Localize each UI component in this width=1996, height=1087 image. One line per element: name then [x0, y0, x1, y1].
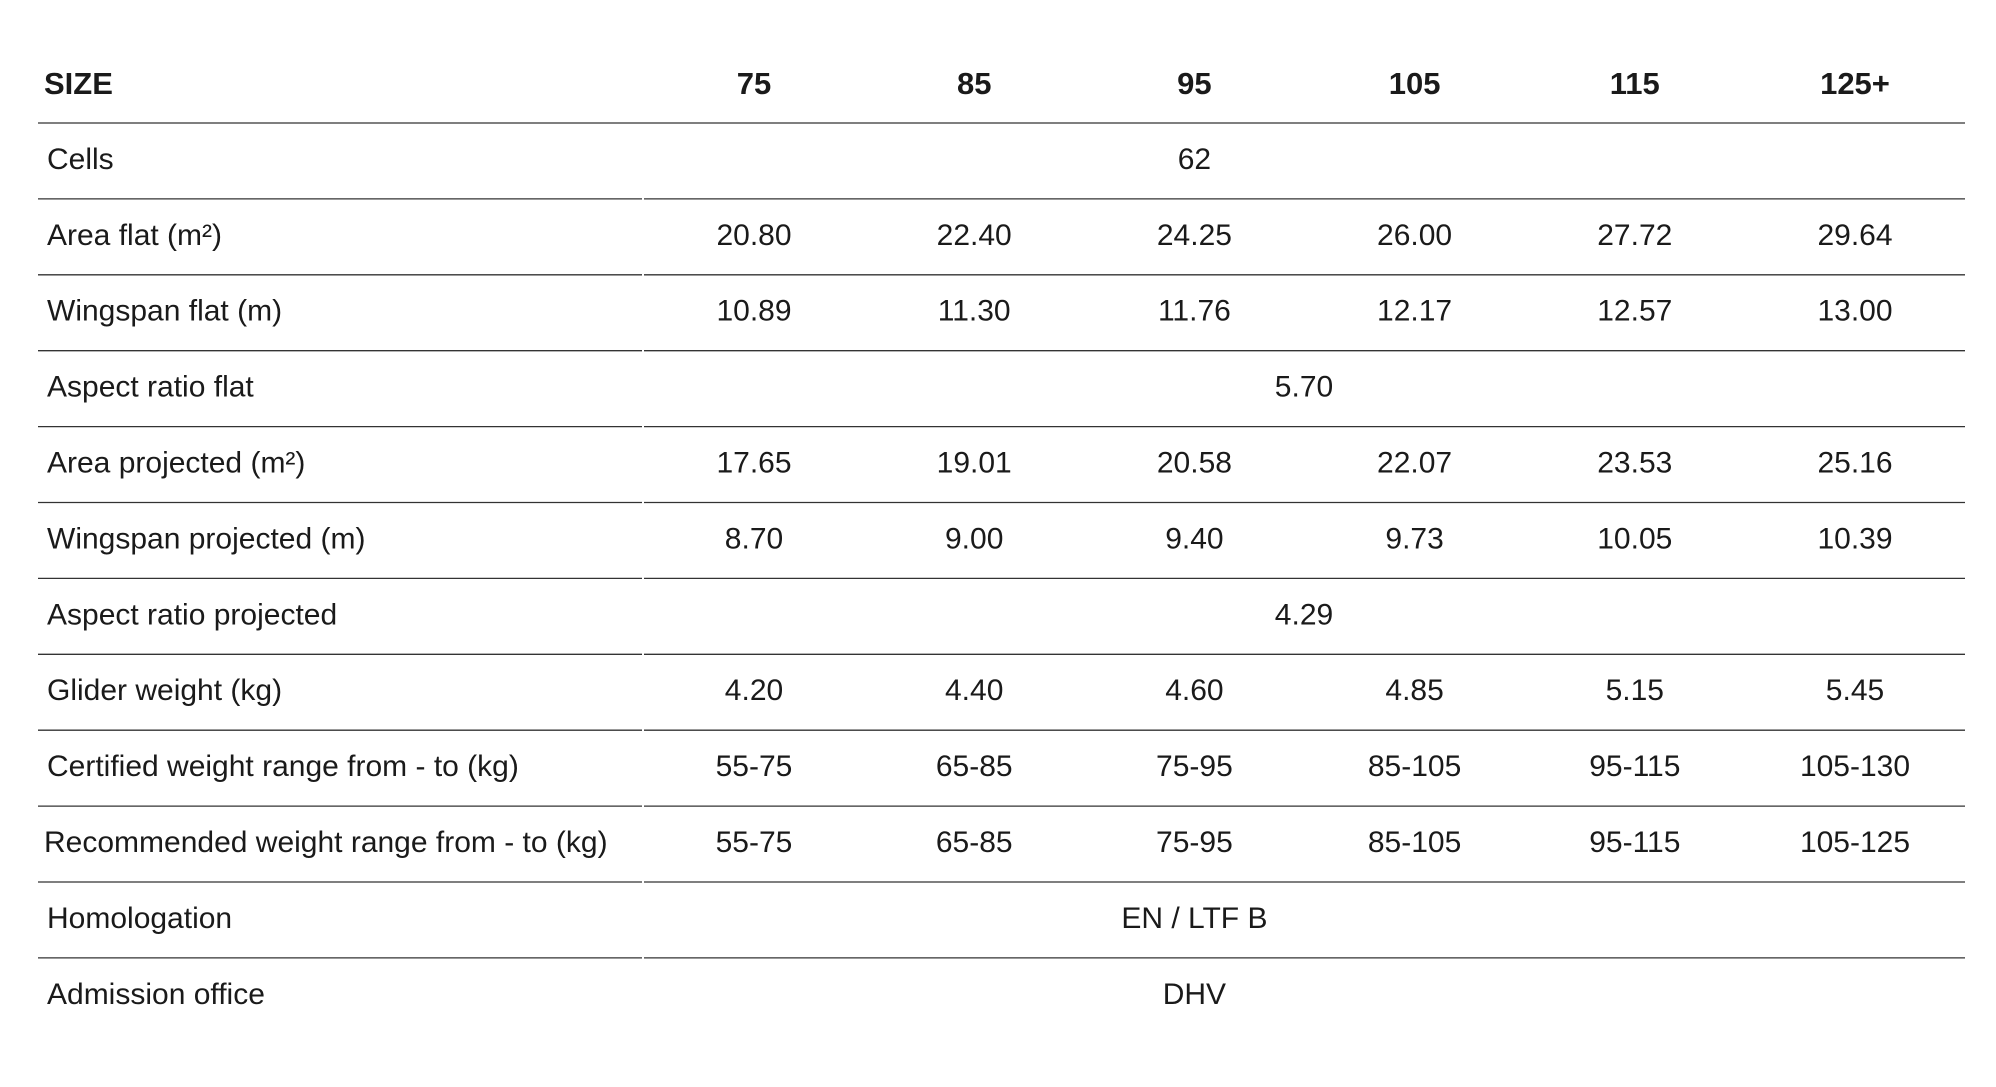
cell-value: 95-115	[1589, 750, 1680, 783]
row-label: Wingspan projected (m)	[47, 522, 365, 555]
cell-value: 11.30	[938, 295, 1011, 328]
cell-value: 10.89	[716, 295, 791, 328]
cell-value: 62	[1178, 143, 1211, 176]
header-size: 125+	[1820, 66, 1890, 101]
cell-value: 75-95	[1156, 750, 1233, 783]
cell-value: 9.00	[945, 522, 1003, 555]
row-label: Admission office	[47, 978, 265, 1011]
cell-value: 75-95	[1156, 826, 1233, 859]
cell-value: 17.65	[716, 446, 791, 479]
cell-value: 23.53	[1597, 446, 1672, 479]
cell-value: 24.25	[1157, 219, 1232, 252]
cell-value: 4.85	[1385, 674, 1443, 707]
header-size: 85	[957, 66, 991, 101]
row-label: Area flat (m²)	[47, 219, 222, 252]
cell-value: 10.05	[1597, 522, 1672, 555]
row-label: Certified weight range from - to (kg)	[47, 750, 519, 783]
cell-value: 9.73	[1385, 522, 1443, 555]
cell-value: 11.76	[1158, 295, 1231, 328]
cell-value: 8.70	[725, 522, 783, 555]
cell-value: 20.80	[716, 219, 791, 252]
cell-value: 5.70	[1275, 371, 1333, 404]
cell-value: 25.16	[1817, 446, 1892, 479]
header-size: 75	[737, 66, 771, 101]
cell-value: 85-105	[1368, 750, 1461, 783]
cell-value: 4.60	[1165, 674, 1223, 707]
cell-value: 27.72	[1597, 219, 1672, 252]
cell-value: 65-85	[936, 826, 1013, 859]
cell-value: 4.20	[725, 674, 783, 707]
cell-value: 65-85	[936, 750, 1013, 783]
cell-value: 22.07	[1377, 446, 1452, 479]
cell-value: EN / LTF B	[1121, 902, 1267, 935]
row-label: Aspect ratio projected	[47, 598, 337, 631]
row-label: Recommended weight range from - to (kg)	[44, 826, 608, 859]
cell-value: 9.40	[1165, 522, 1223, 555]
cell-value: 12.57	[1597, 295, 1672, 328]
header-size: 95	[1177, 66, 1211, 101]
cell-value: 20.58	[1157, 446, 1232, 479]
cell-value: 5.45	[1826, 674, 1884, 707]
row-label: Area projected (m²)	[47, 446, 305, 479]
row-label: Cells	[47, 143, 114, 176]
cell-value: 10.39	[1817, 522, 1892, 555]
header-size: 115	[1610, 66, 1660, 101]
header-size: 105	[1389, 66, 1441, 101]
cell-value: 29.64	[1817, 219, 1892, 252]
cell-value: 105-125	[1800, 826, 1910, 859]
row-label: Aspect ratio flat	[47, 371, 254, 404]
cell-value: 22.40	[937, 219, 1012, 252]
cell-value: 5.15	[1606, 674, 1664, 707]
row-label: Glider weight (kg)	[47, 674, 282, 707]
row-label: Homologation	[47, 902, 232, 935]
cell-value: 4.40	[945, 674, 1003, 707]
cell-value: 13.00	[1817, 295, 1892, 328]
cell-value: 55-75	[716, 750, 793, 783]
cell-value: DHV	[1163, 978, 1226, 1011]
cell-value: 105-130	[1800, 750, 1910, 783]
cell-value: 85-105	[1368, 826, 1461, 859]
cell-value: 26.00	[1377, 219, 1452, 252]
cell-value: 12.17	[1377, 295, 1452, 328]
cell-value: 95-115	[1589, 826, 1680, 859]
header-label: SIZE	[44, 66, 113, 101]
row-label: Wingspan flat (m)	[47, 295, 282, 328]
cell-value: 4.29	[1275, 598, 1333, 631]
cell-value: 55-75	[716, 826, 793, 859]
cell-value: 19.01	[937, 446, 1012, 479]
